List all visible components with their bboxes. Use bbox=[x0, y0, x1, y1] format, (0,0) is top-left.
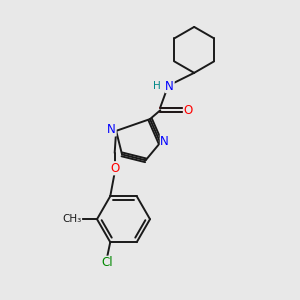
Text: N: N bbox=[165, 80, 174, 93]
Text: CH₃: CH₃ bbox=[62, 214, 82, 224]
Text: O: O bbox=[110, 162, 119, 175]
Text: N: N bbox=[107, 123, 116, 136]
Text: N: N bbox=[160, 135, 169, 148]
Text: O: O bbox=[184, 104, 193, 117]
Text: Cl: Cl bbox=[101, 256, 113, 269]
Text: H: H bbox=[154, 81, 161, 91]
